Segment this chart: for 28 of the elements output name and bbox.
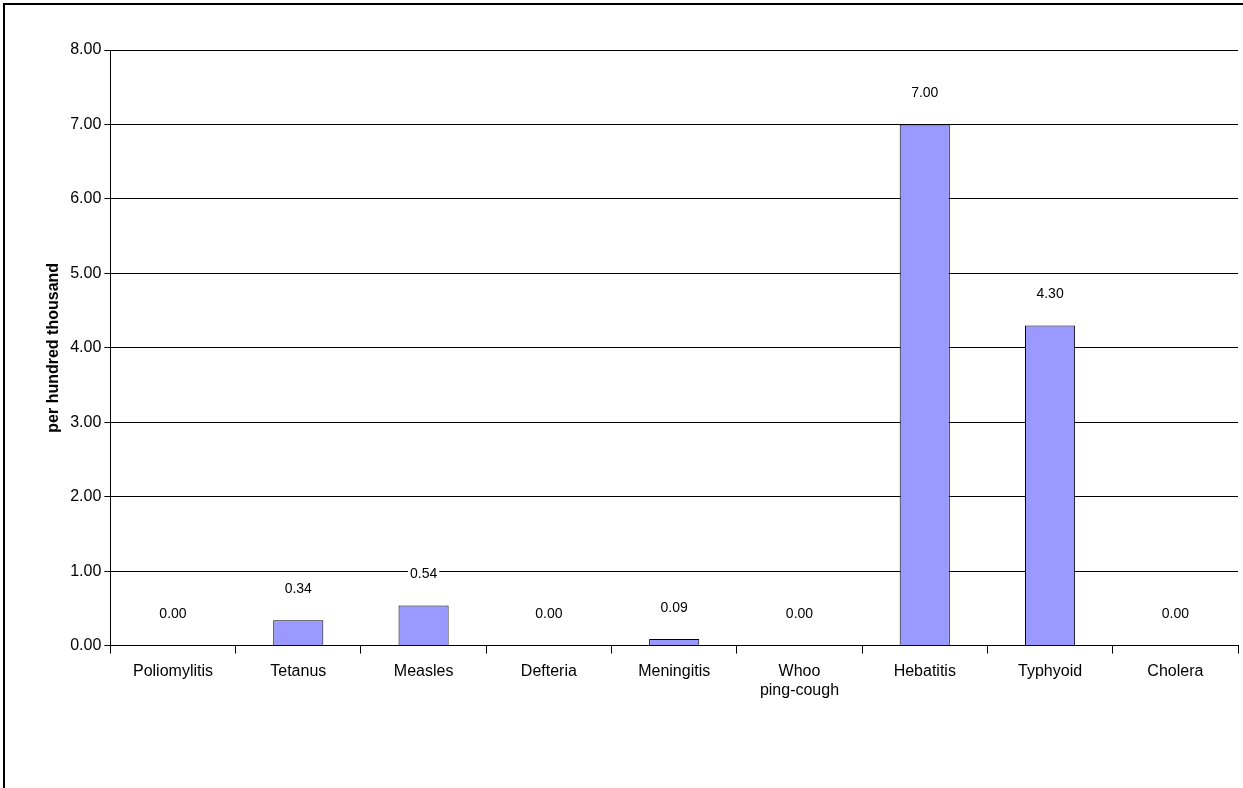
data-label: 0.00 xyxy=(785,605,814,622)
x-tick-label: Meningitis xyxy=(638,661,711,679)
data-label: 0.00 xyxy=(159,605,187,622)
x-tick-label: Measles xyxy=(393,661,454,679)
y-tick-label: 6.00 xyxy=(70,189,102,207)
x-tick-label: Cholera xyxy=(1147,661,1204,679)
data-label: 0.34 xyxy=(284,580,313,597)
y-tick-label: 5.00 xyxy=(70,263,102,281)
y-tick-label: 8.00 xyxy=(70,40,102,58)
data-label: 0.00 xyxy=(535,605,563,622)
y-tick-label: 4.00 xyxy=(70,338,102,356)
y-tick-label: 2.00 xyxy=(70,487,102,505)
y-axis-title: per hundred thousand xyxy=(44,262,62,433)
y-tick-label: 3.00 xyxy=(70,412,102,430)
x-tick-label: Whoo ping-cough xyxy=(759,661,840,698)
data-label: 0.54 xyxy=(409,565,438,582)
x-tick-label: Defteria xyxy=(520,661,577,679)
y-tick-label: 1.00 xyxy=(70,561,102,579)
data-label: 4.30 xyxy=(1036,285,1064,302)
x-tick-label: Poliomylitis xyxy=(132,661,213,679)
y-tick-label: 0.00 xyxy=(70,636,102,654)
x-tick-label: Typhyoid xyxy=(1018,661,1083,679)
data-label: 0.00 xyxy=(1161,605,1190,622)
x-tick-label: Tetanus xyxy=(270,661,327,679)
y-tick-label: 7.00 xyxy=(70,114,102,132)
data-label: 0.09 xyxy=(660,598,689,615)
data-label: 7.00 xyxy=(911,84,939,101)
x-tick-label: Hebatitis xyxy=(893,661,956,679)
